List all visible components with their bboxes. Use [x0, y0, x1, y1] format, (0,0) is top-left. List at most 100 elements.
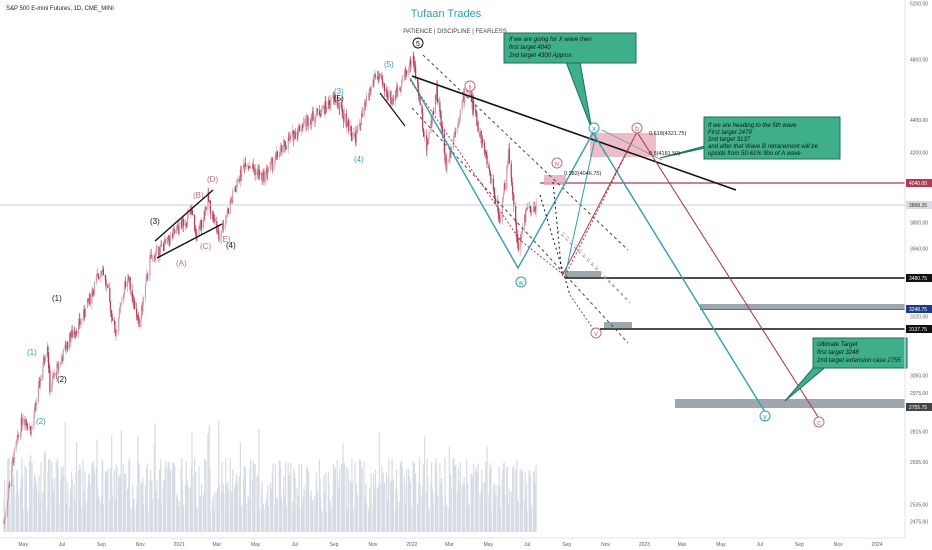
volume-bar	[86, 499, 89, 532]
volume-bar	[131, 506, 133, 532]
volume-bar	[314, 496, 316, 532]
volume-bar	[249, 469, 251, 532]
candle-body	[135, 308, 138, 318]
candle-body	[370, 86, 372, 92]
volume-bar	[432, 492, 434, 532]
candle-body	[324, 101, 326, 114]
tagline: PATIENCE | DISCIPLINE | FEARLESS	[403, 29, 507, 35]
y-tick-label: 3800.00	[910, 220, 928, 226]
candle-body	[269, 162, 271, 170]
volume-bar	[25, 468, 27, 532]
volume-bar	[48, 459, 50, 532]
x-tick-label: May	[18, 542, 28, 548]
candle-body	[457, 122, 459, 125]
candle-body	[120, 304, 122, 308]
candle-body	[385, 88, 387, 92]
candle-body	[462, 92, 465, 100]
x-tick-label: Nov	[136, 542, 145, 548]
volume-bar	[320, 497, 322, 532]
candle-body	[367, 95, 370, 97]
circle-marker	[759, 410, 771, 422]
volume-bar	[445, 509, 447, 532]
candle-body	[413, 55, 415, 62]
candle-body	[80, 320, 82, 324]
candle-body	[22, 419, 24, 423]
volume-bar	[306, 466, 308, 532]
circle-label: 5	[416, 41, 420, 48]
volume-bar	[104, 472, 106, 532]
volume-bar	[194, 480, 196, 532]
volume-bar	[373, 486, 375, 532]
candle-body	[132, 299, 134, 306]
x-tick-label: Jul	[524, 542, 530, 548]
candle-body	[474, 110, 477, 114]
volume-bar	[351, 458, 353, 532]
candle-body	[418, 95, 421, 99]
volume-bar	[422, 486, 424, 532]
level-tag	[906, 305, 932, 313]
candle-body	[242, 164, 245, 168]
candle-body	[307, 125, 310, 126]
candle-body	[7, 491, 10, 500]
candle-body	[209, 201, 211, 202]
candle-body	[444, 152, 446, 162]
volume-bar	[404, 502, 407, 532]
volume-bar	[236, 482, 238, 532]
volume-bar	[160, 503, 162, 532]
note-line: If we are going for X wave then	[509, 37, 592, 43]
y-tick-label: 2975.00	[910, 391, 928, 397]
volume-bar	[459, 461, 461, 532]
candle-body	[33, 415, 35, 427]
candle-body	[222, 222, 224, 229]
volume-bar	[172, 462, 174, 532]
candle-body	[234, 189, 236, 191]
volume-bar	[470, 473, 472, 532]
volume-bar	[468, 504, 470, 532]
volume-bar	[332, 463, 335, 532]
candle-body	[168, 235, 170, 241]
candle-body	[508, 148, 510, 164]
candle-body	[238, 178, 240, 183]
candle-body	[21, 417, 23, 426]
volume-bar	[141, 482, 143, 532]
volume-bar	[443, 506, 445, 532]
volume-bar	[347, 468, 349, 532]
candle-body	[345, 113, 347, 127]
volume-bar	[355, 506, 357, 532]
volume-bar	[455, 464, 457, 532]
candle-body	[48, 367, 50, 371]
candle-body	[34, 402, 36, 407]
candle-body	[66, 342, 68, 349]
volume-bar	[466, 458, 468, 532]
wave4-line	[379, 92, 406, 127]
candle-body	[62, 349, 64, 361]
candle-body	[123, 286, 126, 295]
candle-body	[232, 190, 234, 200]
candle-body	[530, 211, 532, 213]
candle-body	[123, 294, 125, 298]
candle-body	[11, 471, 13, 486]
volume-bar	[299, 508, 301, 532]
candle-body	[138, 319, 140, 327]
wave-label-correction: (C)	[200, 242, 211, 251]
volume-bar	[4, 479, 6, 532]
volume-bar	[187, 485, 189, 532]
volume-bar	[477, 463, 479, 532]
candle-body	[213, 218, 215, 222]
candle-body	[360, 125, 362, 127]
volume-bar	[241, 505, 243, 532]
volume-bar	[171, 469, 173, 532]
wave-label-correction: (B)	[193, 191, 204, 200]
candle-body	[354, 132, 356, 138]
volume-bar	[149, 469, 152, 532]
volume-bar	[149, 480, 151, 532]
candle-body	[436, 85, 438, 100]
volume-bar	[252, 460, 254, 532]
volume-bar	[312, 499, 314, 532]
volume-bar	[229, 458, 231, 532]
volume-bar	[256, 476, 258, 532]
candle-body	[165, 237, 167, 243]
circle-label: x	[592, 126, 596, 133]
volume-bar	[369, 504, 372, 532]
candle-body	[279, 151, 281, 157]
